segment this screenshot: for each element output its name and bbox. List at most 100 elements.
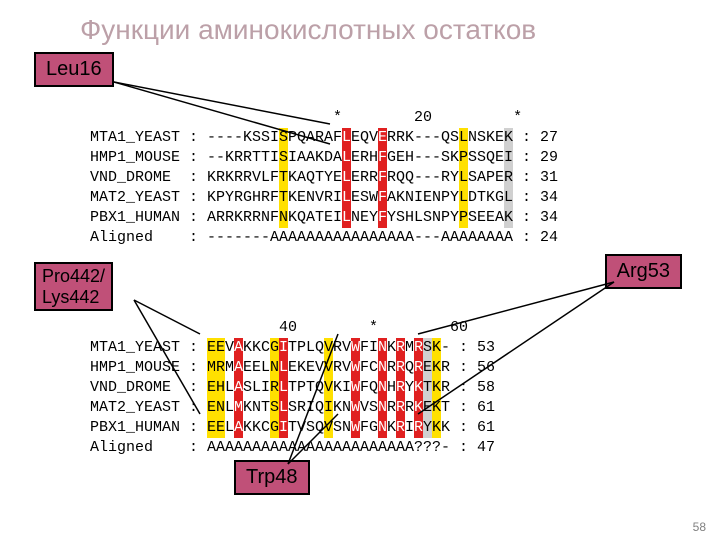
residue-cell: F <box>270 208 279 228</box>
residue-cell: A <box>207 208 216 228</box>
residue-cell: ? <box>423 438 432 458</box>
residue-cell: K <box>252 338 261 358</box>
residue-cell: C <box>261 338 270 358</box>
alignment-row: VND_DROME : EHLASLIRLTPTQVKIWFQNHRYKTKR … <box>90 378 495 398</box>
residue-cell: Q <box>405 358 414 378</box>
residue-cell: N <box>279 208 288 228</box>
residue-cell: K <box>243 338 252 358</box>
residue-cell: - <box>423 168 432 188</box>
residue-cell: K <box>486 128 495 148</box>
residue-cell: K <box>288 188 297 208</box>
residue-cell: E <box>396 148 405 168</box>
residue-cell: K <box>432 378 441 398</box>
residue-cell: K <box>243 418 252 438</box>
residue-cell: L <box>225 398 234 418</box>
residue-cell: A <box>360 228 369 248</box>
residue-cell: R <box>216 168 225 188</box>
residue-cell: E <box>288 358 297 378</box>
residue-cell: E <box>486 208 495 228</box>
residue-cell: W <box>351 358 360 378</box>
residue-cell: A <box>279 228 288 248</box>
residue-cell: L <box>459 168 468 188</box>
residue-cell: P <box>486 168 495 188</box>
residue-cell: K <box>432 398 441 418</box>
residue-cell: A <box>351 438 360 458</box>
residue-cell: A <box>234 358 243 378</box>
residue-cell: L <box>279 398 288 418</box>
residue-cell: V <box>324 418 333 438</box>
residue-cell: A <box>270 228 279 248</box>
residue-cell: A <box>297 228 306 248</box>
residue-cell: R <box>396 358 405 378</box>
residue-cell: - <box>441 438 450 458</box>
residue-cell: S <box>288 398 297 418</box>
residue-cell: E <box>324 208 333 228</box>
residue-cell: L <box>342 128 351 148</box>
residue-cell: A <box>207 438 216 458</box>
residue-cell: E <box>423 358 432 378</box>
alignment-row: VND_DROME : KRKRRVLFTKAQTYELERRFRQQ---RY… <box>90 168 558 188</box>
residue-cell: - <box>234 128 243 148</box>
residue-cell: A <box>225 438 234 458</box>
residue-cell: - <box>423 148 432 168</box>
residue-cell: A <box>378 438 387 458</box>
residue-cell: A <box>477 228 486 248</box>
residue-cell: K <box>243 128 252 148</box>
residue-cell: G <box>243 188 252 208</box>
residue-cell: S <box>252 128 261 148</box>
residue-cell: S <box>279 148 288 168</box>
residue-cell: R <box>324 188 333 208</box>
residue-cell: L <box>261 168 270 188</box>
residue-cell: W <box>351 378 360 398</box>
residue-cell: Y <box>405 378 414 398</box>
residue-cell: - <box>216 128 225 148</box>
residue-cell: E <box>216 418 225 438</box>
residue-cell: K <box>441 418 450 438</box>
residue-cell: A <box>351 228 360 248</box>
residue-cell: L <box>261 358 270 378</box>
residue-cell: H <box>405 208 414 228</box>
residue-cell: V <box>297 418 306 438</box>
residue-cell: F <box>378 208 387 228</box>
residue-cell: A <box>270 438 279 458</box>
residue-cell: N <box>468 128 477 148</box>
residue-cell: A <box>342 438 351 458</box>
residue-cell: R <box>252 208 261 228</box>
residue-cell: - <box>207 148 216 168</box>
residue-cell: E <box>423 188 432 208</box>
residue-cell: - <box>414 228 423 248</box>
residue-cell: A <box>288 438 297 458</box>
residue-cell: N <box>342 418 351 438</box>
residue-cell: A <box>387 228 396 248</box>
residue-cell: K <box>315 148 324 168</box>
residue-cell: G <box>270 418 279 438</box>
residue-cell: R <box>225 208 234 228</box>
label-arg53: Arg53 <box>605 254 682 289</box>
alignment-row: PBX1_HUMAN : ARRKRRNFNKQATEILNEYFYSHLSNP… <box>90 208 558 228</box>
residue-cell: L <box>252 378 261 398</box>
residue-cell: E <box>351 148 360 168</box>
residue-cell: I <box>270 128 279 148</box>
residue-cell: V <box>252 168 261 188</box>
residue-cell: E <box>252 358 261 378</box>
residue-cell: A <box>234 378 243 398</box>
residue-cell: A <box>324 128 333 148</box>
residue-cell: K <box>297 358 306 378</box>
alignment-row: MAT2_YEAST : ENLMKNTSLSRIQIKNWVSNRRRKEKT… <box>90 398 495 418</box>
residue-cell: S <box>468 148 477 168</box>
residue-cell: T <box>315 208 324 228</box>
residue-cell: I <box>333 208 342 228</box>
residue-cell: T <box>252 148 261 168</box>
residue-cell: F <box>360 358 369 378</box>
residue-cell: K <box>405 128 414 148</box>
residue-cell: ? <box>414 438 423 458</box>
residue-cell: Y <box>387 208 396 228</box>
residue-cell: A <box>477 168 486 188</box>
residue-cell: N <box>216 398 225 418</box>
residue-cell: - <box>441 338 450 358</box>
residue-cell: V <box>225 338 234 358</box>
residue-cell: E <box>207 378 216 398</box>
residue-cell: D <box>324 148 333 168</box>
residue-cell: R <box>360 168 369 188</box>
residue-cell: K <box>252 418 261 438</box>
